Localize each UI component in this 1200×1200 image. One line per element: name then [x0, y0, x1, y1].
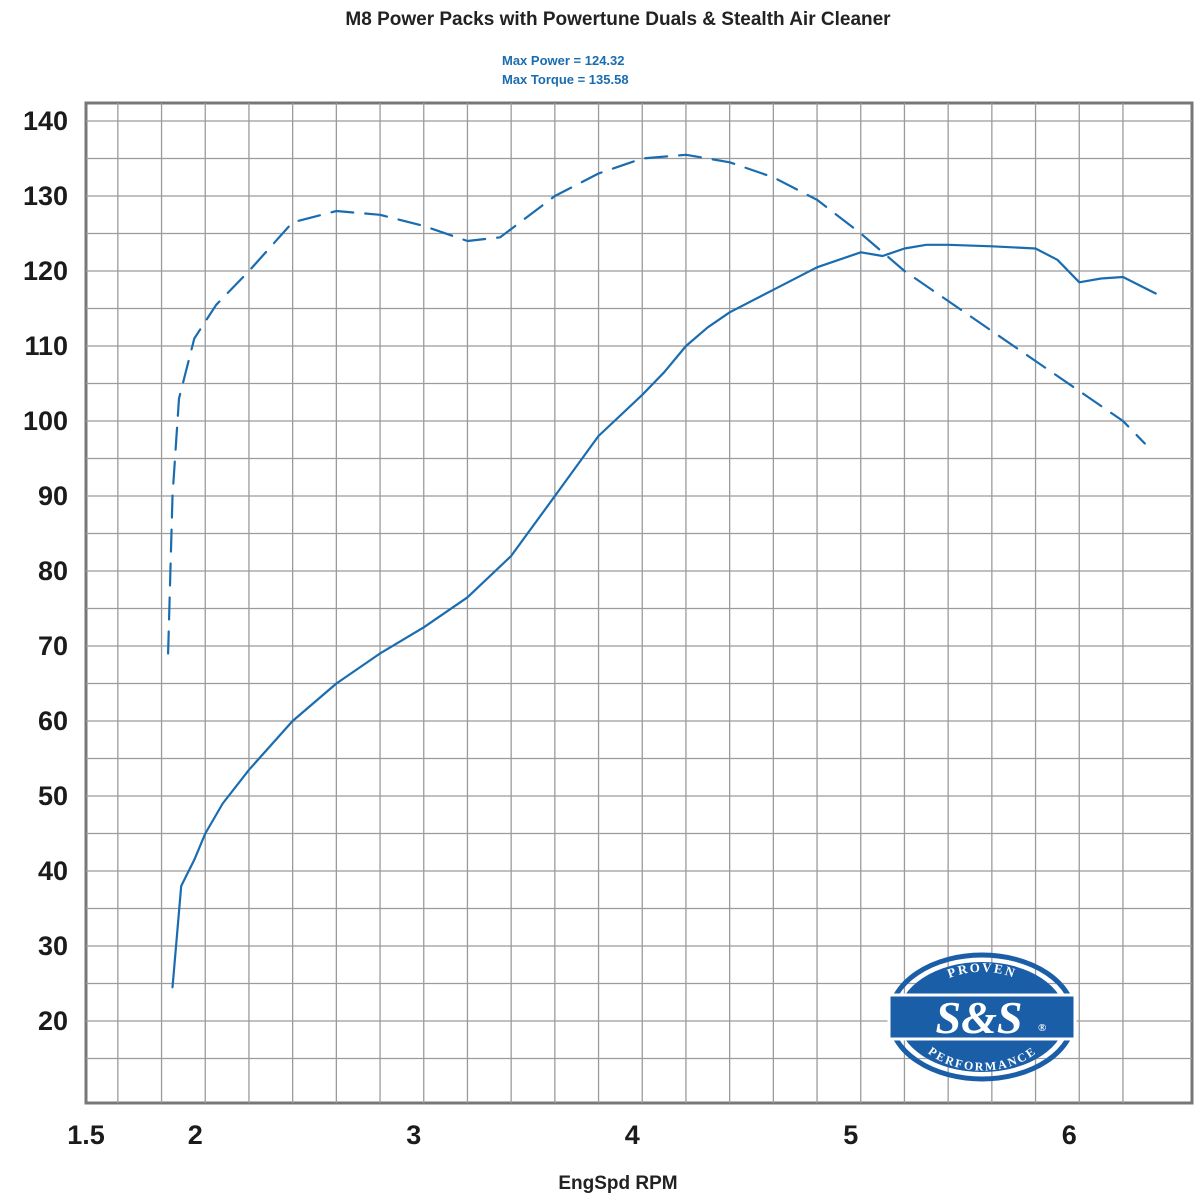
x-tick-label: 2 [188, 1120, 203, 1150]
logo-banner [887, 993, 1077, 1041]
y-tick-label: 30 [38, 931, 68, 961]
plot-area [84, 101, 1194, 1105]
x-tick-label: 5 [843, 1120, 858, 1150]
dashed-series-line [167, 153, 1146, 655]
logo-reg-mark: ® [1038, 1022, 1046, 1034]
y-tick-label: 20 [38, 1006, 68, 1036]
y-axis: 140 130 120 110 100 90 80 70 60 50 40 30 20 [23, 106, 68, 1036]
y-tick-label: 100 [23, 406, 68, 436]
x-tick-label: 1.5 [67, 1120, 105, 1150]
chart-title: M8 Power Packs with Powertune Duals & St… [345, 9, 891, 30]
x-axis-label: EngSpd RPM [558, 1173, 677, 1194]
x-tick-label: 3 [406, 1120, 421, 1150]
x-tick-label: 4 [625, 1120, 640, 1150]
max-torque-annotation: Max Torque = 135.58 [502, 72, 629, 87]
y-tick-label: 70 [38, 631, 68, 661]
x-tick-label: 6 [1062, 1120, 1077, 1150]
y-tick-label: 50 [38, 781, 68, 811]
solid-series-line [171, 243, 1157, 989]
y-tick-label: 90 [38, 481, 68, 511]
y-tick-label: 110 [24, 331, 68, 361]
series-group [167, 153, 1157, 989]
y-tick-label: 130 [23, 181, 68, 211]
y-tick-label: 140 [23, 106, 68, 136]
y-tick-label: 40 [38, 856, 68, 886]
plot-border [84, 101, 1194, 1105]
x-axis: 1.5 2 3 4 5 6 [67, 1120, 1077, 1150]
max-power-annotation: Max Power = 124.32 [502, 53, 625, 68]
logo-top-text: PROVEN [945, 960, 1018, 981]
s-and-s-logo: PROVEN S&S ® PERFORMANCE [887, 952, 1077, 1082]
y-tick-label: 80 [38, 556, 68, 586]
logo-main-text: S&S [936, 992, 1023, 1043]
y-tick-label: 120 [23, 256, 68, 286]
grid [86, 103, 1192, 1103]
y-tick-label: 60 [38, 706, 68, 736]
